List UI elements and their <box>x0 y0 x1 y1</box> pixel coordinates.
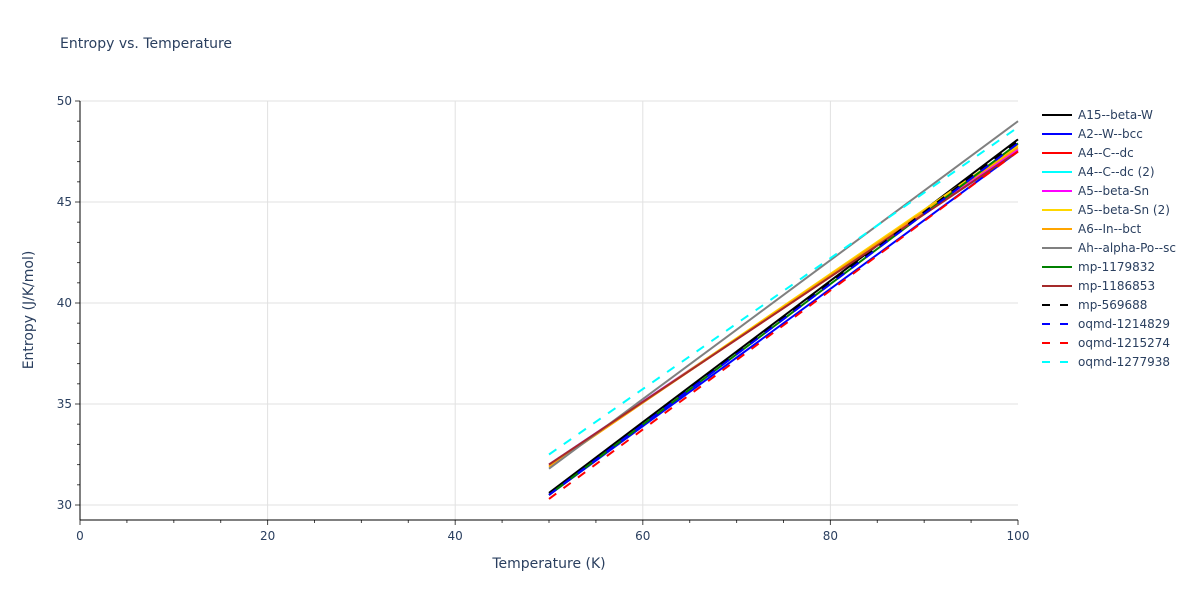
x-axis-title: Temperature (K) <box>491 556 605 572</box>
y-tick-label: 45 <box>57 195 72 209</box>
legend-label: oqmd-1277938 <box>1078 354 1171 369</box>
gridlines <box>80 100 1018 520</box>
legend-label: A5--beta-Sn <box>1078 183 1150 198</box>
legend-swatch-icon <box>1042 189 1072 192</box>
legend-item[interactable]: oqmd-1215274 <box>1042 333 1176 352</box>
legend-item[interactable]: oqmd-1214829 <box>1042 314 1176 333</box>
axes: 30 35 40 45 50 0 20 40 60 80 100 <box>57 94 1030 543</box>
x-tick-label: 60 <box>635 529 650 543</box>
x-tick-label: 0 <box>76 529 84 543</box>
legend-item[interactable]: A4--C--dc (2) <box>1042 162 1176 181</box>
series-line-mp-1186853 <box>548 150 1019 466</box>
legend-item[interactable]: A5--beta-Sn (2) <box>1042 200 1176 219</box>
legend-swatch-icon <box>1042 151 1072 154</box>
series-line-oqmd-1215274 <box>548 150 1019 500</box>
legend-item[interactable]: A4--C--dc <box>1042 143 1176 162</box>
legend-label: mp-1179832 <box>1078 259 1156 274</box>
legend-item[interactable]: Ah--alpha-Po--sc <box>1042 238 1176 257</box>
y-tick-label: 30 <box>57 498 72 512</box>
series-line-ah-alpha-po-sc <box>548 120 1019 470</box>
series-line-oqmd-1214829 <box>548 142 1019 496</box>
legend-item[interactable]: A6--In--bct <box>1042 219 1176 238</box>
legend-label: oqmd-1215274 <box>1078 335 1171 350</box>
legend-label: A4--C--dc (2) <box>1078 164 1155 179</box>
legend-swatch-icon <box>1042 246 1072 249</box>
legend-label: A4--C--dc <box>1078 145 1134 160</box>
x-tick-label: 80 <box>823 529 838 543</box>
legend-item[interactable]: A15--beta-W <box>1042 105 1176 124</box>
legend-swatch-icon <box>1042 132 1072 135</box>
legend-item[interactable]: oqmd-1277938 <box>1042 352 1176 371</box>
legend-label: A5--beta-Sn (2) <box>1078 202 1170 217</box>
legend-item[interactable]: A2--W--bcc <box>1042 124 1176 143</box>
y-axis-title: Entropy (J/K/mol) <box>21 251 37 370</box>
series-line-oqmd-1277938 <box>548 126 1019 456</box>
legend-label: A6--In--bct <box>1078 221 1142 236</box>
x-tick-label: 20 <box>260 529 275 543</box>
x-tick-label: 40 <box>448 529 463 543</box>
legend-swatch-icon <box>1042 113 1072 116</box>
legend-item[interactable]: mp-1179832 <box>1042 257 1176 276</box>
legend-item[interactable]: A5--beta-Sn <box>1042 181 1176 200</box>
series-lines <box>548 120 1019 500</box>
legend-item[interactable]: mp-569688 <box>1042 295 1176 314</box>
legend-item[interactable]: mp-1186853 <box>1042 276 1176 295</box>
legend-label: A2--W--bcc <box>1078 126 1143 141</box>
legend-swatch-icon <box>1042 170 1072 173</box>
x-tick-label: 100 <box>1007 529 1030 543</box>
legend-swatch-icon <box>1042 322 1072 325</box>
legend-label: Ah--alpha-Po--sc <box>1078 240 1176 255</box>
y-tick-label: 40 <box>57 296 72 310</box>
legend-label: mp-569688 <box>1078 297 1148 312</box>
y-tick-label: 35 <box>57 397 72 411</box>
legend: A15--beta-W A2--W--bcc A4--C--dc A4--C--dc … <box>1042 105 1176 371</box>
chart-title: Entropy vs. Temperature <box>60 36 233 52</box>
legend-swatch-icon <box>1042 265 1072 268</box>
legend-swatch-icon <box>1042 303 1072 306</box>
legend-swatch-icon <box>1042 208 1072 211</box>
legend-swatch-icon <box>1042 341 1072 344</box>
legend-swatch-icon <box>1042 227 1072 230</box>
legend-label: oqmd-1214829 <box>1078 316 1171 331</box>
legend-swatch-icon <box>1042 360 1072 363</box>
legend-swatch-icon <box>1042 284 1072 287</box>
legend-label: A15--beta-W <box>1078 107 1153 122</box>
y-tick-label: 50 <box>57 94 72 108</box>
legend-label: mp-1186853 <box>1078 278 1156 293</box>
